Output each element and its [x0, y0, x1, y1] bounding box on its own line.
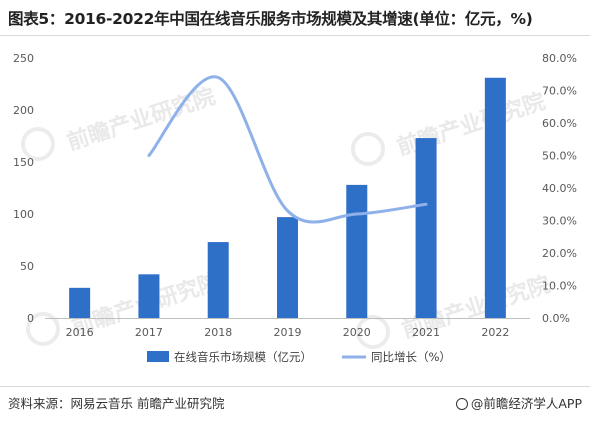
x-tick-label: 2021 [412, 326, 440, 339]
y-right-tick-label: 0.0% [542, 312, 570, 325]
watermark-logo-icon [21, 127, 55, 161]
chart: 前瞻产业研究院前瞻产业研究院前瞻产业研究院前瞻产业研究院050100150200… [13, 52, 577, 364]
y-left-tick-label: 50 [20, 260, 34, 273]
y-left-tick-label: 100 [13, 208, 34, 221]
y-left-tick-label: 200 [13, 104, 34, 117]
watermark-logo-icon [26, 312, 60, 346]
y-left-tick-label: 250 [13, 52, 34, 65]
x-tick-label: 2017 [135, 326, 163, 339]
legend-line-label: 同比增长（%） [371, 350, 451, 364]
watermark-logo-icon [356, 315, 390, 349]
bar-2019 [277, 217, 298, 318]
x-tick-label: 2016 [66, 326, 94, 339]
growth-line [147, 75, 428, 224]
title-divider [0, 35, 590, 36]
bar-2020 [346, 184, 368, 318]
y-right-tick-label: 70.0% [542, 85, 577, 98]
source-note: 资料来源：网易云音乐 前瞻产业研究院 [8, 396, 225, 411]
y-left-tick-label: 150 [13, 156, 34, 169]
x-tick-label: 2022 [481, 326, 509, 339]
bar-2018 [207, 242, 229, 318]
chart-title: 图表5：2016-2022年中国在线音乐服务市场规模及其增速(单位：亿元，%) [8, 10, 533, 28]
bar-2022 [484, 77, 506, 318]
y-right-tick-label: 30.0% [542, 215, 577, 228]
bar-2021 [415, 138, 437, 318]
x-tick-label: 2020 [343, 326, 371, 339]
legend-bar-swatch [147, 351, 169, 362]
x-tick-label: 2019 [274, 326, 302, 339]
y-right-tick-label: 40.0% [542, 182, 577, 195]
legend-bar-label: 在线音乐市场规模（亿元） [174, 350, 312, 364]
brand-label: @前瞻经济学人APP [455, 393, 582, 412]
watermark-text: 前瞻产业研究院 [64, 83, 219, 155]
brand-logo-icon [455, 398, 468, 410]
x-tick-label: 2018 [204, 326, 232, 339]
bar-2017 [138, 274, 160, 318]
y-left-tick-label: 0 [27, 312, 34, 325]
source-divider [0, 386, 590, 387]
brand-text: @前瞻经济学人APP [470, 396, 582, 411]
y-right-tick-label: 20.0% [542, 247, 577, 260]
bar-2016 [69, 287, 91, 318]
y-right-tick-label: 50.0% [542, 150, 577, 163]
watermark-logo-icon [351, 132, 385, 166]
y-right-tick-label: 60.0% [542, 117, 577, 130]
y-right-tick-label: 80.0% [542, 52, 577, 65]
y-right-tick-label: 10.0% [542, 280, 577, 293]
